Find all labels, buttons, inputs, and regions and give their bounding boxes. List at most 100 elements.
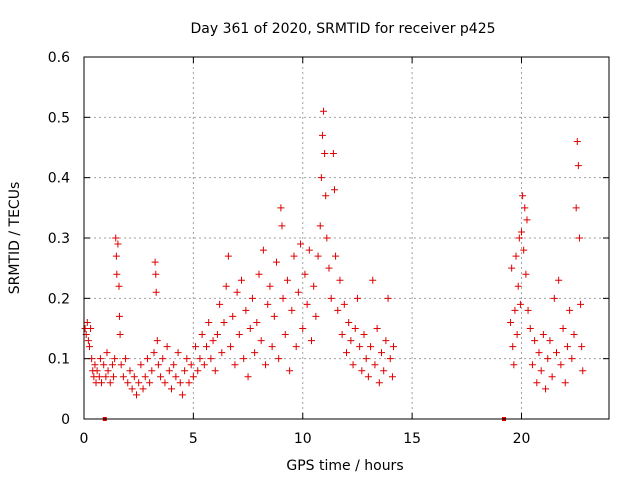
data-point	[380, 367, 388, 375]
data-point	[301, 270, 309, 278]
data-point	[511, 306, 519, 314]
data-point	[152, 288, 160, 296]
data-point	[84, 337, 92, 345]
y-tick-label: 0.2	[48, 291, 70, 307]
data-point	[386, 355, 394, 363]
data-point	[329, 150, 337, 158]
data-point	[356, 343, 364, 351]
data-point	[93, 367, 101, 375]
y-tick-label: 0.3	[48, 231, 70, 247]
data-point	[375, 379, 383, 387]
data-point	[96, 355, 104, 363]
data-point	[130, 373, 138, 381]
data-point	[312, 312, 320, 320]
x-tick-label: 5	[189, 431, 198, 447]
data-point	[327, 294, 335, 302]
data-point	[563, 343, 571, 351]
data-point	[388, 373, 396, 381]
data-point	[146, 379, 154, 387]
data-point	[152, 270, 160, 278]
data-point	[159, 355, 167, 363]
data-point	[157, 373, 165, 381]
data-point	[310, 282, 318, 290]
data-point	[572, 204, 580, 212]
data-point	[264, 300, 272, 308]
data-point	[519, 192, 527, 200]
data-point	[207, 355, 215, 363]
data-point	[106, 379, 114, 387]
data-point	[100, 361, 108, 369]
data-point	[544, 355, 552, 363]
data-point	[91, 361, 99, 369]
data-point	[216, 300, 224, 308]
data-point	[299, 325, 307, 332]
data-point	[290, 252, 298, 260]
x-tick-label: 0	[80, 431, 89, 447]
y-tick-label: 0.5	[48, 110, 70, 126]
data-point	[548, 373, 556, 381]
data-point	[294, 288, 302, 296]
data-point	[314, 252, 322, 260]
y-tick-label: 0	[61, 412, 70, 428]
data-point	[112, 234, 120, 242]
data-point	[113, 270, 121, 278]
data-point	[283, 276, 291, 284]
data-point	[244, 373, 252, 381]
data-point	[316, 222, 324, 230]
data-point	[165, 367, 173, 375]
data-point	[194, 367, 202, 375]
data-points	[81, 107, 587, 399]
data-point	[181, 367, 189, 375]
data-point	[139, 385, 147, 393]
data-point	[200, 361, 208, 369]
data-point	[561, 379, 569, 387]
data-point	[575, 234, 583, 242]
y-tick-label: 0.6	[48, 50, 70, 66]
data-point	[242, 306, 250, 314]
data-point	[332, 252, 340, 260]
data-point	[288, 306, 296, 314]
data-point	[111, 355, 119, 363]
data-point	[345, 318, 353, 326]
chart-title: Day 361 of 2020, SRMTID for receiver p42…	[190, 21, 495, 37]
data-point	[141, 373, 149, 381]
data-point	[542, 385, 550, 393]
data-point	[211, 367, 219, 375]
data-point	[231, 361, 239, 369]
data-point	[334, 306, 342, 314]
data-point	[114, 240, 122, 248]
data-point	[323, 234, 331, 242]
data-point	[102, 373, 110, 381]
data-point	[189, 373, 197, 381]
data-point	[516, 300, 524, 308]
data-point	[520, 246, 528, 254]
data-point	[124, 379, 132, 387]
data-point	[126, 367, 134, 375]
data-point	[150, 349, 158, 357]
data-point	[220, 318, 228, 326]
data-point	[187, 361, 195, 369]
data-point	[235, 331, 243, 339]
data-point	[148, 367, 156, 375]
data-point	[343, 349, 350, 357]
data-point	[528, 361, 536, 369]
data-point	[510, 361, 518, 369]
data-point	[390, 343, 398, 351]
data-point	[322, 192, 330, 200]
data-point	[579, 367, 587, 375]
data-point	[512, 252, 520, 260]
data-point	[338, 331, 346, 339]
data-point	[168, 385, 175, 393]
data-point	[259, 246, 267, 254]
data-point	[364, 373, 372, 381]
data-point	[153, 337, 161, 345]
x-tick-label: 10	[294, 431, 312, 447]
data-point	[578, 343, 586, 351]
data-point	[240, 355, 248, 363]
data-point	[83, 318, 91, 326]
data-point	[104, 367, 112, 375]
data-point	[135, 379, 143, 387]
data-point	[178, 391, 186, 399]
data-point	[573, 137, 581, 145]
